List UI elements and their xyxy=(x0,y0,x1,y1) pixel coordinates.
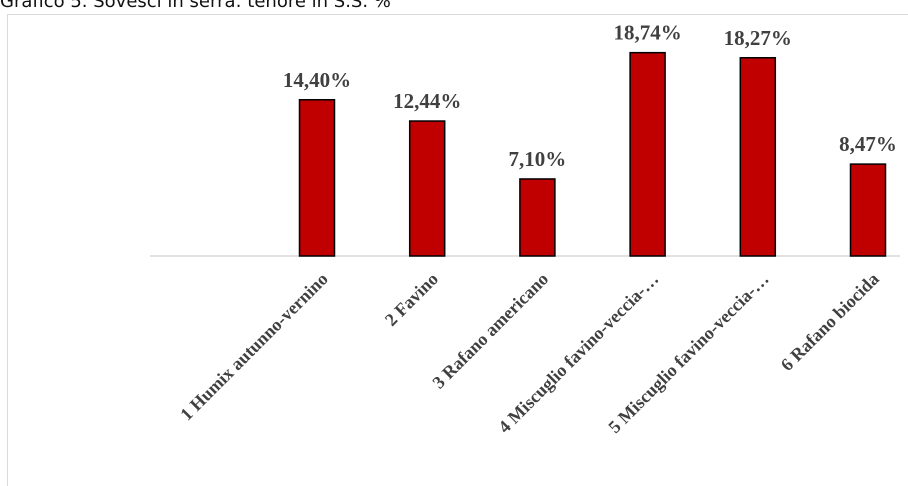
data-label-2: 12,44% xyxy=(393,89,461,113)
chart-caption: Grafico 5. Sovesci in serra: tenore in S… xyxy=(0,0,391,12)
category-label-2: 2 Favino xyxy=(381,269,442,330)
data-label-4: 18,74% xyxy=(613,21,681,45)
bar-4 xyxy=(629,51,666,257)
data-label-6: 8,47% xyxy=(839,132,897,156)
category-label-3: 3 Rafano americano xyxy=(428,269,552,393)
data-label-1: 14,40% xyxy=(283,68,351,92)
bar-1 xyxy=(298,99,336,257)
bar-5 xyxy=(739,57,777,257)
data-label-5: 18,27% xyxy=(724,26,792,50)
category-label-6: 6 Rafano biocida xyxy=(777,269,883,375)
category-label-1: 1 Humix autunno-vernino xyxy=(176,269,332,425)
bar-3 xyxy=(519,178,556,257)
bar-2 xyxy=(408,120,446,257)
bar-6 xyxy=(849,163,887,257)
data-label-3: 7,10% xyxy=(509,147,567,171)
chart-area-frame xyxy=(7,14,908,486)
